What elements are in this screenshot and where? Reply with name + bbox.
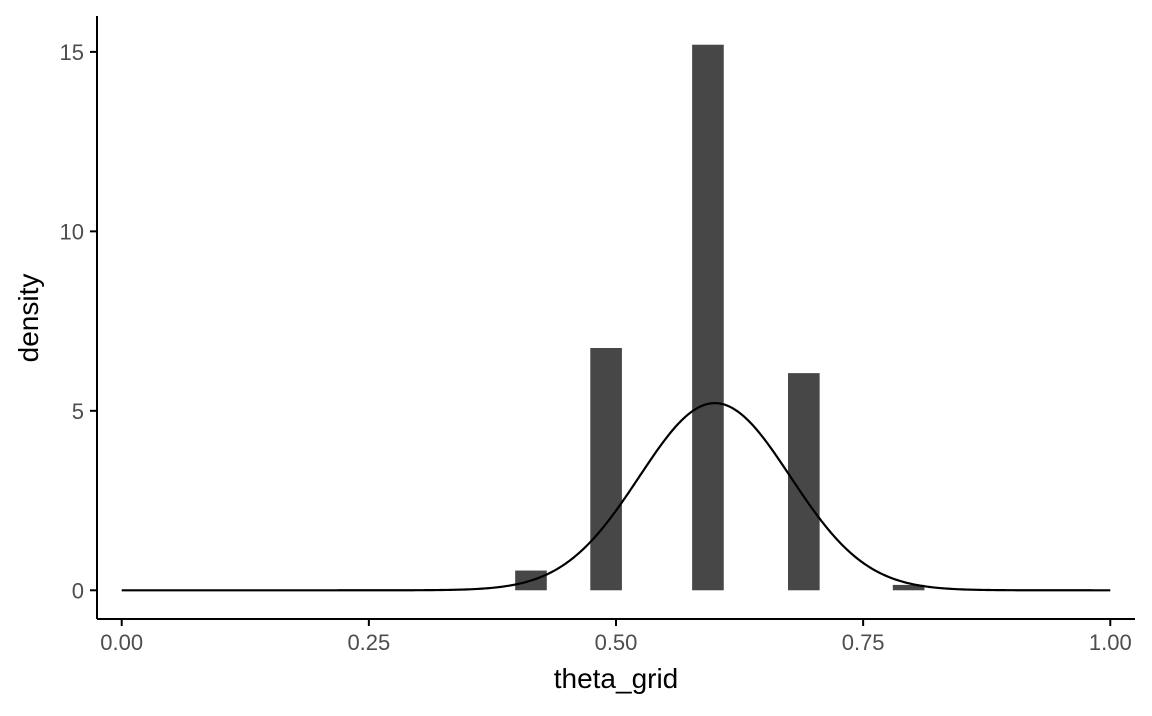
y-tick-label: 10 [60,219,84,244]
x-tick-label: 0.25 [347,630,390,655]
bars-layer [515,44,925,591]
histogram-bar [692,44,724,591]
y-axis-title: density [13,274,44,363]
curve-layer [121,402,1111,592]
y-tick-label: 15 [60,40,84,65]
x-tick-labels: 0.00 0.25 0.50 0.75 1.00 [100,630,1131,655]
y-tick-label: 5 [72,399,84,424]
x-tick-label: 0.00 [100,630,143,655]
axes-layer [90,16,1135,626]
histogram-bar [590,348,622,591]
histogram-bar [892,584,925,591]
x-tick-label: 0.75 [842,630,885,655]
x-tick-label: 1.00 [1089,630,1132,655]
x-axis-title: theta_grid [554,663,679,694]
y-tick-label: 0 [72,578,84,603]
y-tick-labels: 0 5 10 15 [60,40,84,603]
density-curve [121,402,1111,592]
x-tick-label: 0.50 [595,630,638,655]
